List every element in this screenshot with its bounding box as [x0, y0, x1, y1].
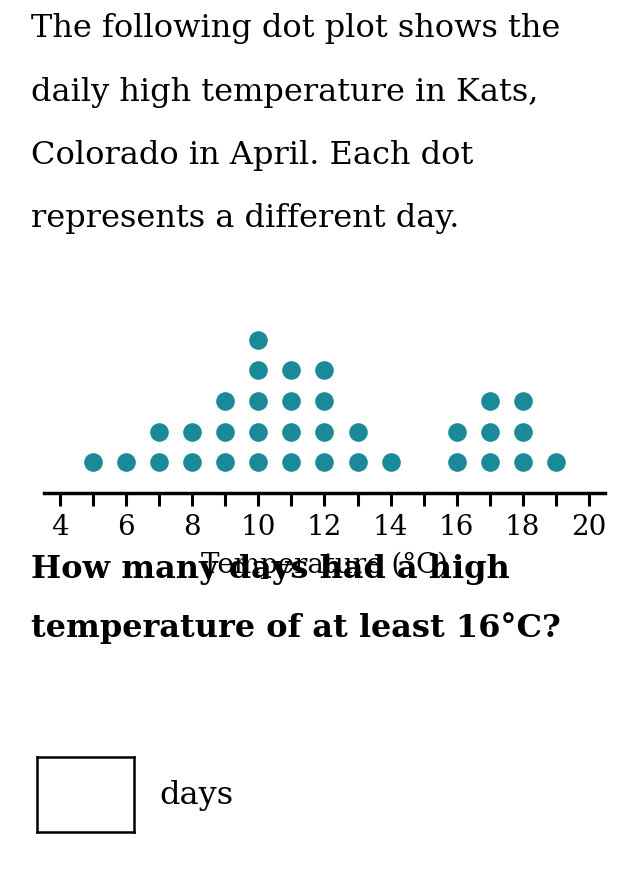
Point — [187, 424, 197, 438]
Text: days: days — [159, 780, 233, 811]
Point — [286, 455, 296, 469]
Text: represents a different day.: represents a different day. — [31, 203, 459, 234]
Text: daily high temperature in Kats,: daily high temperature in Kats, — [31, 77, 539, 107]
Point — [319, 424, 329, 438]
Text: How many days had a high: How many days had a high — [31, 554, 510, 585]
Point — [319, 455, 329, 469]
Point — [154, 424, 164, 438]
Point — [286, 363, 296, 378]
Point — [518, 424, 528, 438]
Point — [253, 333, 263, 347]
Point — [353, 455, 363, 469]
Point — [253, 394, 263, 408]
Point — [253, 424, 263, 438]
Point — [452, 455, 462, 469]
Text: temperature of at least 16°C?: temperature of at least 16°C? — [31, 612, 561, 644]
Point — [452, 424, 462, 438]
Point — [286, 394, 296, 408]
Point — [319, 394, 329, 408]
Point — [353, 424, 363, 438]
Point — [220, 394, 230, 408]
Point — [518, 455, 528, 469]
Point — [88, 455, 98, 469]
Point — [220, 455, 230, 469]
Point — [154, 455, 164, 469]
Text: Colorado in April. Each dot: Colorado in April. Each dot — [31, 140, 474, 171]
Point — [386, 455, 396, 469]
Point — [551, 455, 561, 469]
Point — [485, 394, 495, 408]
Text: The following dot plot shows the: The following dot plot shows the — [31, 13, 560, 44]
X-axis label: Temperature (°C): Temperature (°C) — [201, 552, 448, 579]
Point — [286, 424, 296, 438]
Point — [253, 455, 263, 469]
Point — [220, 424, 230, 438]
Point — [319, 363, 329, 378]
Point — [121, 455, 131, 469]
Point — [485, 424, 495, 438]
Point — [253, 363, 263, 378]
Point — [518, 394, 528, 408]
Point — [187, 455, 197, 469]
Point — [485, 455, 495, 469]
